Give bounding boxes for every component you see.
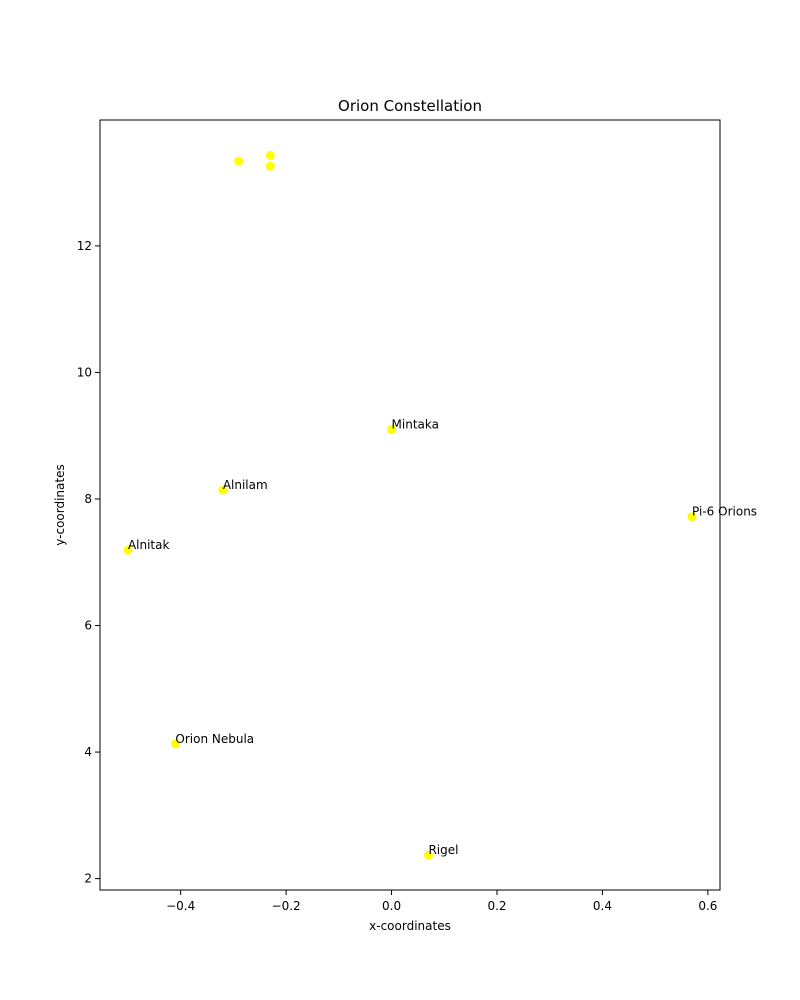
x-tick-label: 0.6	[698, 899, 717, 913]
plot-area	[100, 120, 720, 890]
star-point	[265, 161, 275, 171]
y-tick-label: 12	[77, 239, 92, 253]
data-points: Orion Nebula Rigel Alnitak Alnilam Mintaka Pi…	[123, 150, 757, 860]
x-tick-label: −0.2	[272, 899, 301, 913]
star-point	[687, 512, 697, 522]
star-point	[423, 850, 433, 860]
star-point	[387, 424, 397, 434]
star-label: Orion Nebula	[175, 732, 254, 746]
star-label: Rigel	[428, 843, 458, 857]
star-point	[218, 485, 228, 495]
y-axis-label: y-coordinates	[53, 464, 67, 545]
y-axis-ticks: 2 4 6 8 10 12	[77, 239, 100, 886]
star-point	[170, 739, 180, 749]
star-point	[265, 150, 275, 160]
star-point	[234, 156, 244, 166]
y-tick-label: 10	[77, 365, 92, 379]
x-tick-label: 0.4	[593, 899, 612, 913]
star-label: Pi-6 Orions	[692, 505, 757, 519]
x-axis-ticks: −0.4 −0.2 0.0 0.2 0.4 0.6	[166, 890, 717, 913]
x-axis-label: x-coordinates	[369, 919, 451, 933]
star-point	[123, 545, 133, 555]
x-tick-label: −0.4	[166, 899, 195, 913]
star-label: Alnilam	[223, 478, 268, 492]
plot-frame	[99, 119, 721, 891]
star-label: Alnitak	[128, 538, 170, 552]
y-tick-label: 2	[84, 872, 92, 886]
y-tick-label: 8	[84, 492, 92, 506]
star-label: Mintaka	[392, 417, 439, 431]
chart-title: Orion Constellation	[338, 97, 482, 115]
x-tick-label: 0.2	[487, 899, 506, 913]
y-tick-label: 6	[84, 619, 92, 633]
y-tick-label: 4	[84, 745, 92, 759]
x-tick-label: 0.0	[382, 899, 401, 913]
